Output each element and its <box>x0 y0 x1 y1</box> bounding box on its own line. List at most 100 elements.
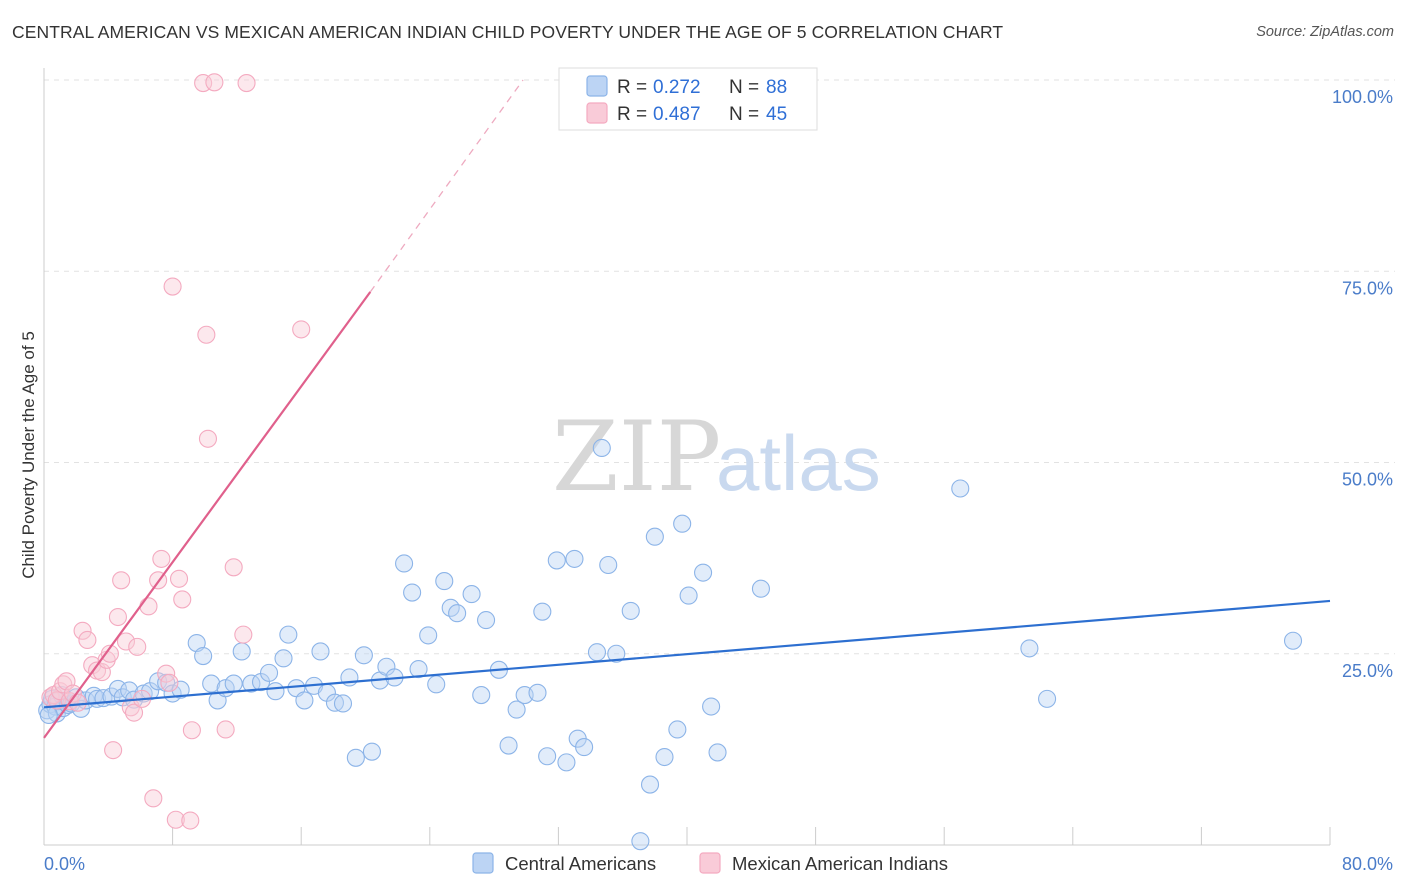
y-tick-label-1: 50.0% <box>1342 470 1393 490</box>
series-legend-label-blue: Central Americans <box>505 853 656 874</box>
central-americans-point-36 <box>259 663 279 682</box>
watermark-zip: ZIP <box>552 401 721 513</box>
central-americans-point-38 <box>274 649 293 668</box>
central-americans-point-55 <box>403 583 422 602</box>
mexican-american-indians-point-40 <box>216 720 235 739</box>
central-americans-point-37 <box>266 682 285 701</box>
mexican-american-indians-point-42 <box>237 74 256 93</box>
central-americans-point-34 <box>242 674 261 693</box>
central-americans-point-96 <box>631 832 650 851</box>
mexican-american-indians-point-30 <box>163 277 182 296</box>
mexican-american-indians-point-25 <box>144 789 163 808</box>
stats-legend: R = 0.272 N = 88 R = 0.487 N = 45 <box>558 67 818 131</box>
central-americans-point-71 <box>538 747 557 766</box>
mexican-american-indians-point-17 <box>108 607 127 627</box>
mexican-american-indians-point-32 <box>169 569 189 588</box>
central-americans-point-82 <box>640 775 660 794</box>
mexican-american-indians-point-29 <box>160 673 179 692</box>
central-americans-point-88 <box>694 563 713 582</box>
legend-r-value-1: 0.272 <box>653 77 701 98</box>
axes <box>43 68 1331 846</box>
central-americans-point-63 <box>472 686 491 705</box>
mexican-american-indians-point-33 <box>173 590 192 609</box>
y-tick-label-2: 75.0% <box>1342 278 1393 298</box>
central-americans-point-95 <box>1283 631 1303 650</box>
central-americans-point-79 <box>599 555 618 575</box>
central-americans-point-76 <box>575 738 594 757</box>
central-americans-point-67 <box>507 700 526 719</box>
central-americans-point-26 <box>171 680 190 699</box>
central-americans-point-77 <box>587 643 607 662</box>
gridlines <box>44 79 1395 655</box>
central-americans-point-46 <box>333 694 353 713</box>
series-legend-label-pink: Mexican American Indians <box>732 853 948 874</box>
mexican-american-indians-point-38 <box>198 429 218 448</box>
central-americans-point-73 <box>557 753 576 772</box>
central-americans-point-50 <box>362 742 381 761</box>
x-tick-label-0: 0.0% <box>44 854 85 874</box>
central-americans-point-58 <box>427 675 446 694</box>
central-americans-point-39 <box>279 625 298 644</box>
mexican-american-indians-point-27 <box>152 549 171 568</box>
central-americans-point-62 <box>462 585 481 604</box>
mexican-american-indians-point-4 <box>54 675 73 694</box>
legend-r-label-1: R = <box>617 77 647 98</box>
mexican-american-indians-point-43 <box>234 625 253 644</box>
mexican-american-indians-point-35 <box>182 721 201 740</box>
series-legend-swatch-blue <box>472 852 494 874</box>
central-americans-point-17 <box>108 679 127 698</box>
central-americans-point-57 <box>419 626 438 645</box>
series-legend-swatch-pink <box>699 852 721 874</box>
central-americans-point-81 <box>621 601 640 620</box>
legend-n-value-2: 45 <box>766 104 787 125</box>
y-tick-labels: 25.0% 50.0% 75.0% 100.0% <box>1332 87 1393 681</box>
mexican-american-indians-point-19 <box>116 632 136 651</box>
legend-r-label-2: R = <box>617 104 647 125</box>
central-americans-point-56 <box>409 659 428 679</box>
central-americans-point-92 <box>951 479 970 498</box>
central-americans-point-86 <box>673 514 692 533</box>
x-tick-labels: 0.0% 80.0% <box>44 854 1393 874</box>
central-americans-point-84 <box>655 747 674 767</box>
mexican-american-indians-point-24 <box>139 597 158 616</box>
central-americans-point-70 <box>533 602 552 621</box>
mexican-american-indians-point-34 <box>181 811 200 830</box>
legend-r-value-2: 0.487 <box>653 104 701 125</box>
mexican-american-indians-point-15 <box>100 644 119 663</box>
chart-source: Source: ZipAtlas.com <box>1256 24 1394 40</box>
central-americans-point-69 <box>528 683 547 702</box>
central-americans-point-89 <box>702 697 721 716</box>
central-americans-point-33 <box>232 642 251 661</box>
mexican-american-indians-point-31 <box>166 810 185 829</box>
central-americans-point-66 <box>499 736 518 755</box>
legend-swatch-pink <box>586 102 608 124</box>
mexican-american-indians-point-44 <box>292 320 311 339</box>
trend-line-central-americans <box>43 599 1331 709</box>
trend-line-mexican-american-indians <box>43 291 372 739</box>
mexican-american-indians-point-37 <box>197 325 216 344</box>
central-americans-point-59 <box>435 572 454 591</box>
mexican-american-indians-point-16 <box>104 741 123 760</box>
y-axis-title: Child Poverty Under the Age of 5 <box>19 331 38 579</box>
central-americans-point-64 <box>477 611 496 630</box>
central-americans-point-93 <box>1020 639 1039 658</box>
central-americans-point-72 <box>547 551 566 570</box>
mexican-american-indians-point-9 <box>73 621 92 640</box>
central-americans-point-74 <box>565 549 584 568</box>
mexican-american-indians-point-7 <box>63 684 82 703</box>
legend-n-label-1: N = <box>729 77 759 98</box>
central-americans-point-32 <box>224 674 243 693</box>
trend-lines <box>43 79 1331 739</box>
mexican-american-indians-point-10 <box>78 630 97 650</box>
central-americans-point-28 <box>194 646 213 666</box>
central-americans-point-49 <box>354 646 373 665</box>
central-americans-point-83 <box>645 527 664 546</box>
mexican-american-indians-point-18 <box>112 571 131 590</box>
central-americans-point-94 <box>1038 689 1057 708</box>
x-tick-label-1: 80.0% <box>1342 854 1393 874</box>
central-americans-point-78 <box>592 438 611 458</box>
central-americans-point-29 <box>202 674 221 693</box>
central-americans-point-48 <box>346 748 365 767</box>
central-americans-point-54 <box>395 554 414 573</box>
